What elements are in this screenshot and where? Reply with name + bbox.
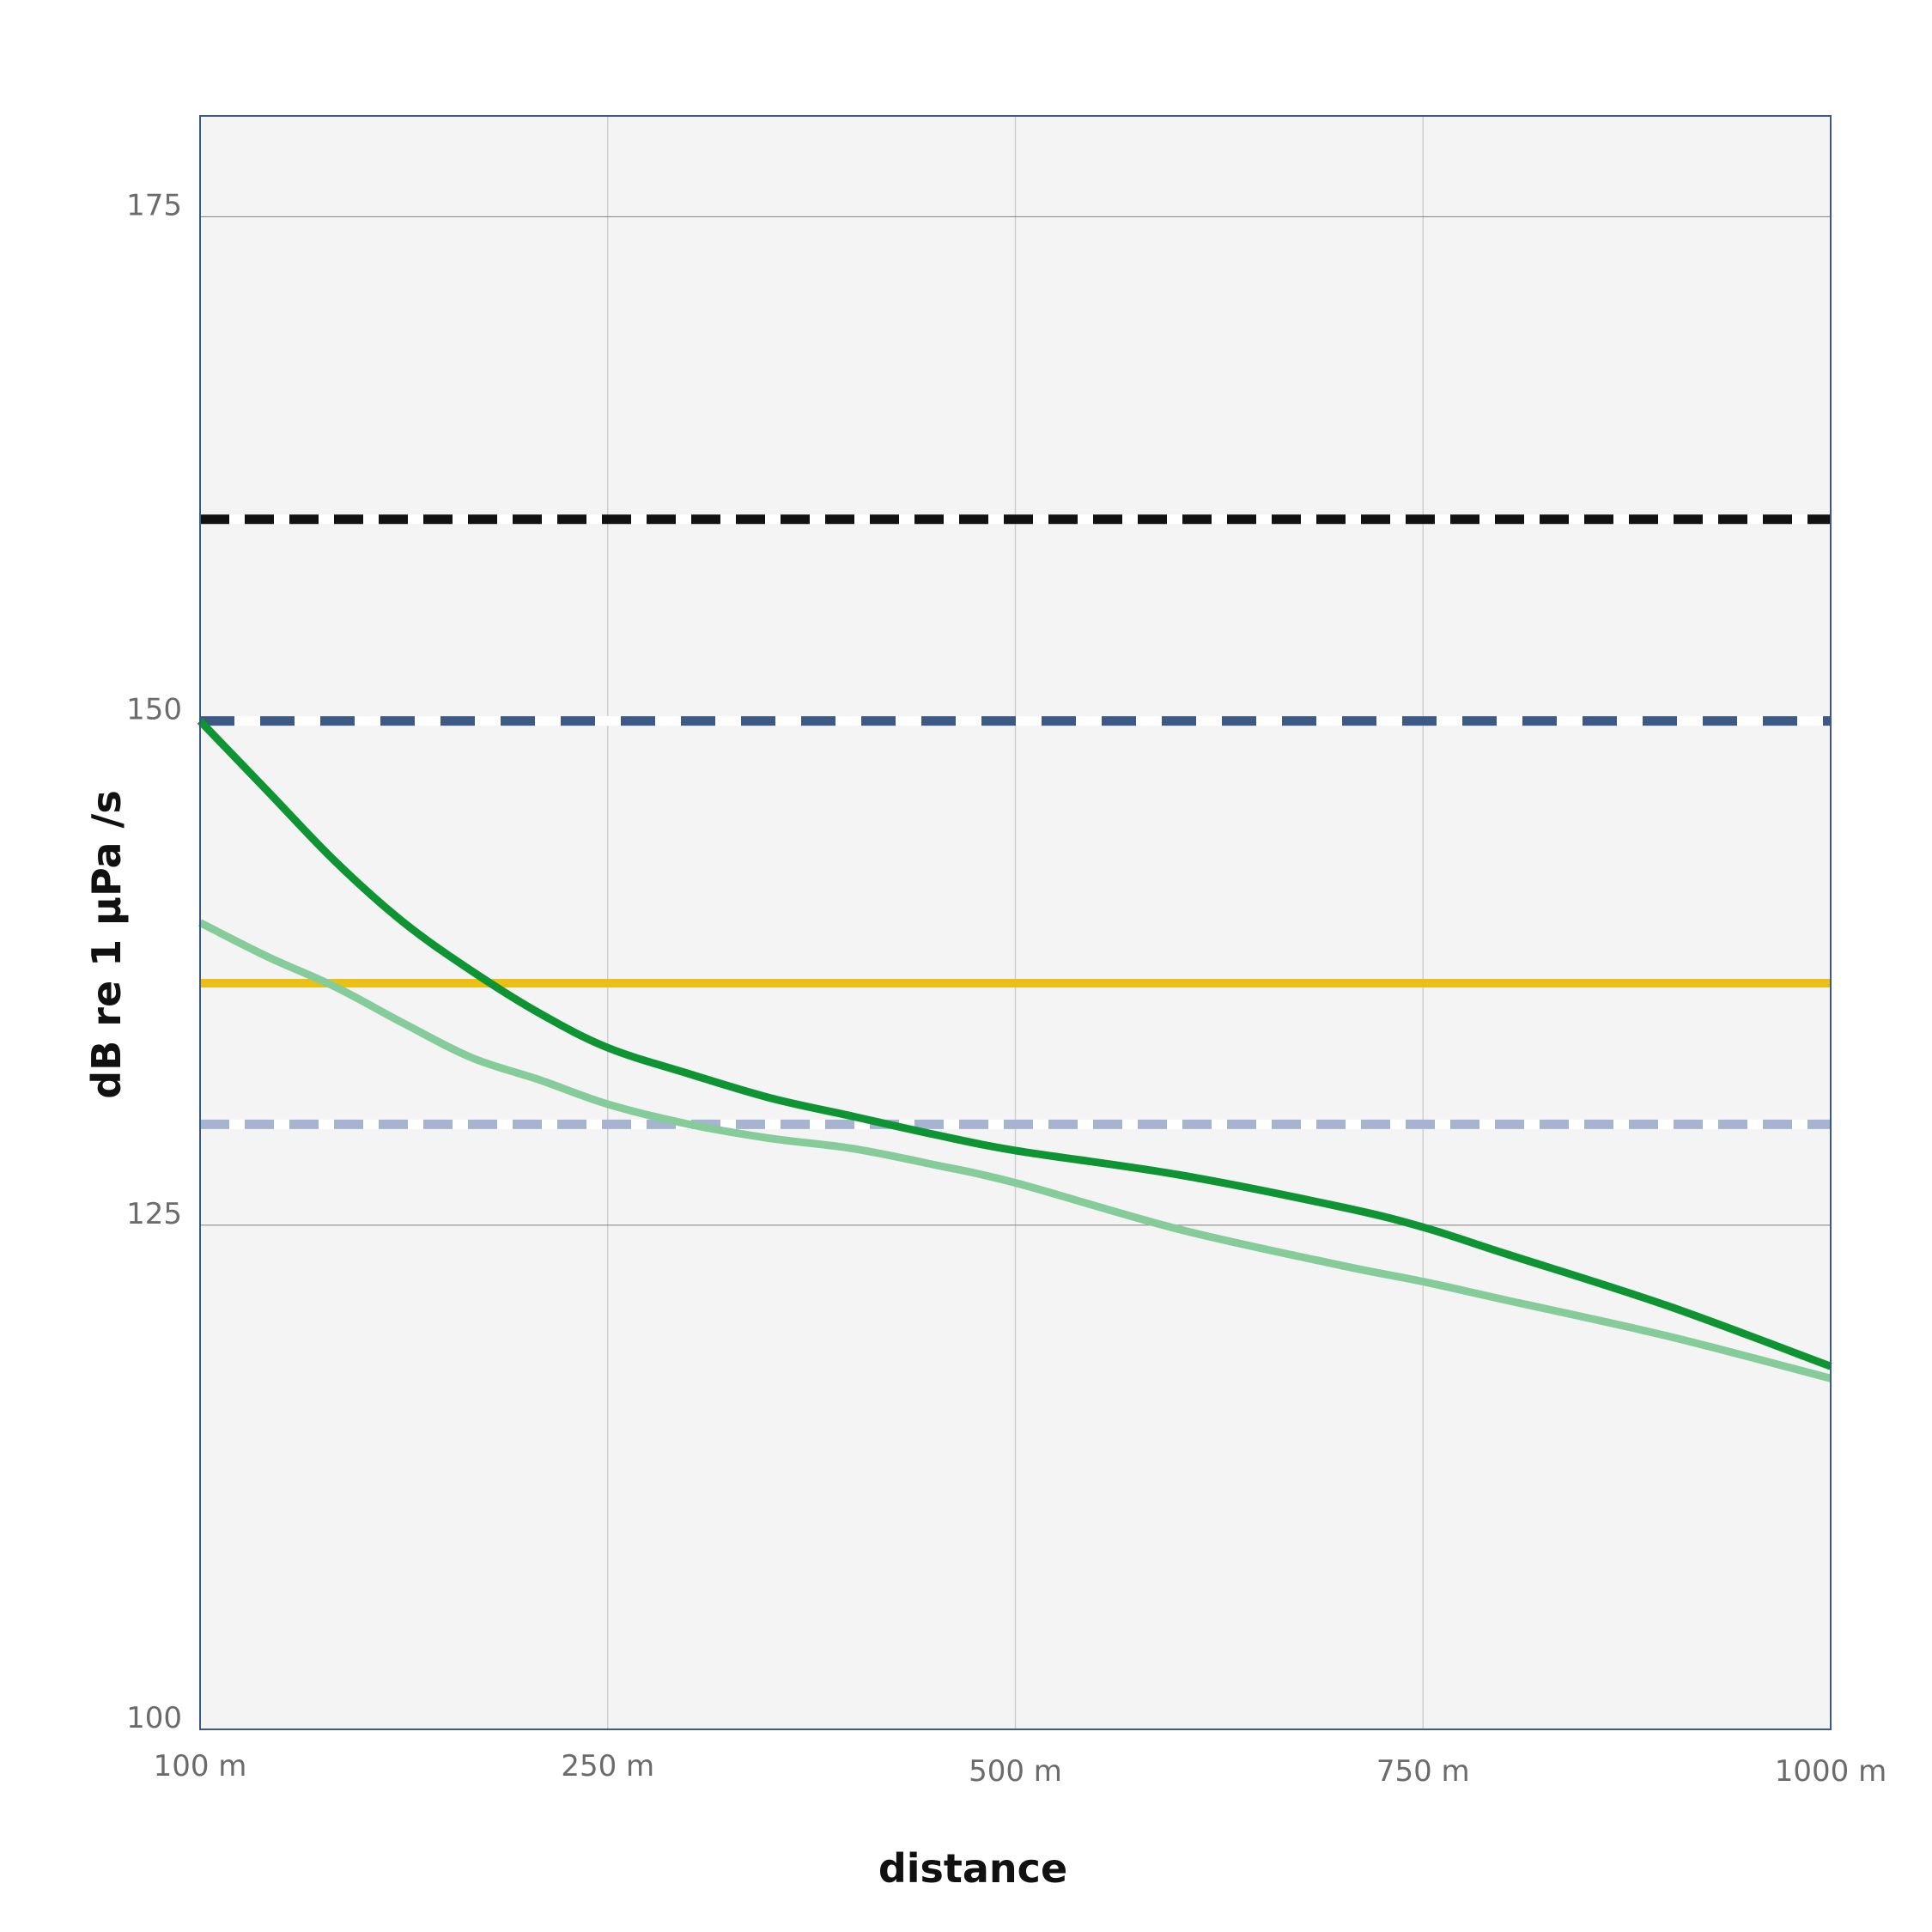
grid [200,116,1831,1729]
y-tick-label: 175 [126,188,182,222]
x-tick-label: 250 m [561,1749,654,1783]
y-tick-labels: 100 125 150 175 [126,188,182,1735]
series-curve-0 [197,718,1832,1370]
x-tick-labels: 100 m 250 m 500 m 750 m 1000 m [154,1749,1887,1789]
x-tick-label: 500 m [969,1754,1062,1789]
x-tick-label: 100 m [154,1749,247,1783]
y-tick-label: 125 [126,1197,182,1231]
series-layer [197,514,1832,1382]
x-tick-label: 750 m [1376,1754,1470,1789]
plot-frame [199,115,1832,1730]
series-curve-1 [197,919,1832,1382]
y-tick-label: 150 [126,693,182,727]
y-tick-label: 100 [126,1701,182,1735]
y-axis-title: dB re 1 μPa /s [83,790,130,1099]
x-tick-label: 1000 m [1775,1754,1886,1789]
x-axis-title: distance [878,1845,1067,1892]
